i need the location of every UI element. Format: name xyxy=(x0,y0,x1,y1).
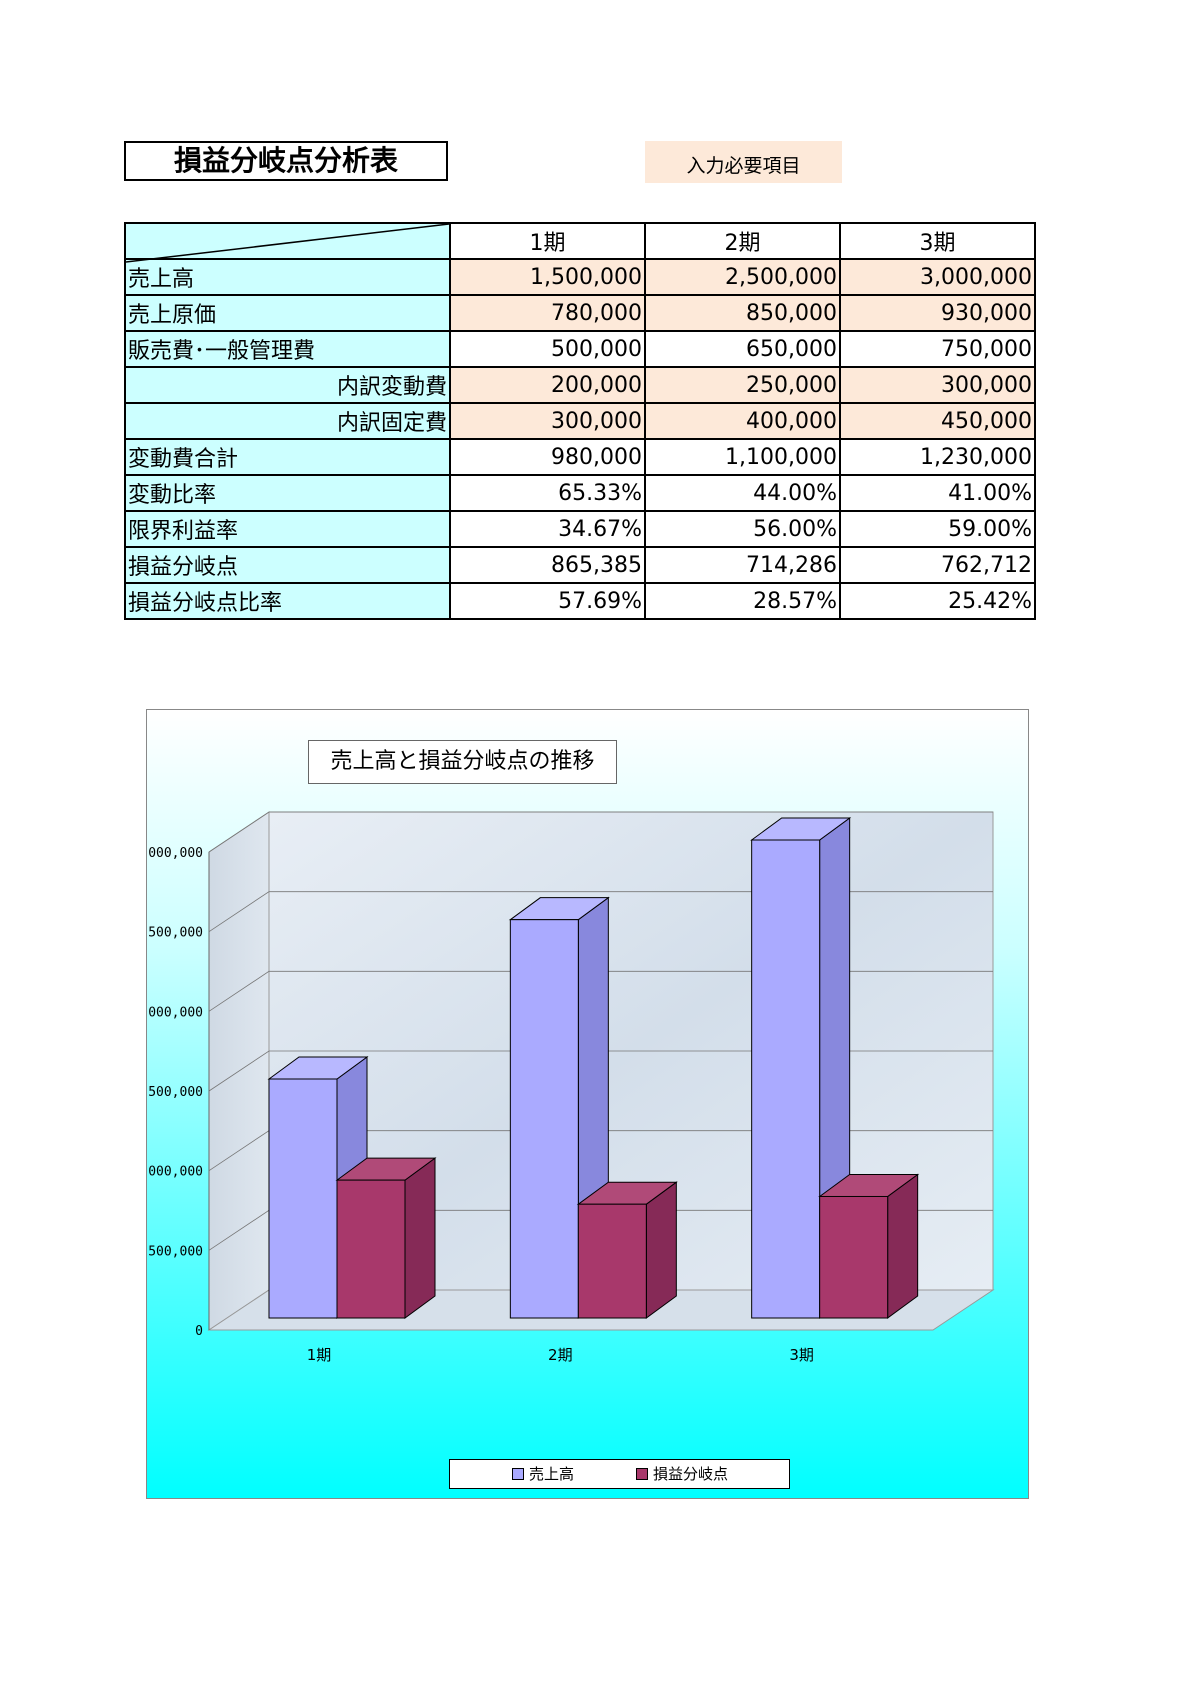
chart-title: 売上高と損益分岐点の推移 xyxy=(308,740,617,784)
row-label: 内訳固定費 xyxy=(124,402,451,440)
bar xyxy=(819,1195,889,1319)
y-tick-label: 1,000,000 xyxy=(147,1165,203,1180)
column-header: 3期 xyxy=(839,222,1036,260)
value-cell: 41.00% xyxy=(839,474,1036,512)
bar-side xyxy=(404,1157,436,1319)
value-cell: 34.67% xyxy=(449,510,646,548)
page-title: 損益分岐点分析表 xyxy=(124,141,448,181)
row-label: 変動費合計 xyxy=(124,438,451,476)
value-cell[interactable]: 450,000 xyxy=(839,402,1036,440)
header-corner-cell xyxy=(124,222,451,263)
y-tick-label: 0 xyxy=(195,1324,203,1339)
x-tick-label: 1期 xyxy=(307,1346,332,1364)
bar xyxy=(577,1203,647,1319)
chart-legend: 売上高 損益分岐点 xyxy=(449,1459,790,1489)
value-cell[interactable]: 780,000 xyxy=(449,294,646,332)
value-cell[interactable]: 3,000,000 xyxy=(839,258,1036,296)
legend-swatch xyxy=(636,1468,648,1480)
bar xyxy=(509,919,579,1319)
table-row: 売上高 1,500,000 2,500,000 3,000,000 xyxy=(124,258,1036,296)
value-cell[interactable]: 400,000 xyxy=(644,402,841,440)
x-tick-label: 3期 xyxy=(789,1346,814,1364)
bar xyxy=(751,839,821,1319)
value-cell: 25.42% xyxy=(839,582,1036,620)
column-header: 2期 xyxy=(644,222,841,260)
value-cell[interactable]: 300,000 xyxy=(839,366,1036,404)
bar-side xyxy=(887,1173,919,1319)
table-row: 損益分岐点比率 57.69% 28.57% 25.42% xyxy=(124,582,1036,620)
table-row: 内訳変動費 200,000 250,000 300,000 xyxy=(124,366,1036,404)
legend-label: 売上高 xyxy=(529,1465,575,1483)
value-cell[interactable]: 300,000 xyxy=(449,402,646,440)
table-row: 販売費･一般管理費 500,000 650,000 750,000 xyxy=(124,330,1036,368)
table-row: 内訳固定費 300,000 400,000 450,000 xyxy=(124,402,1036,440)
value-cell: 56.00% xyxy=(644,510,841,548)
table-row: 限界利益率 34.67% 56.00% 59.00% xyxy=(124,510,1036,548)
legend-swatch xyxy=(512,1468,524,1480)
value-cell: 750,000 xyxy=(839,330,1036,368)
value-cell: 865,385 xyxy=(449,546,646,584)
value-cell: 44.00% xyxy=(644,474,841,512)
table-header-row: 1期 2期 3期 xyxy=(124,222,1036,263)
value-cell[interactable]: 2,500,000 xyxy=(644,258,841,296)
legend-label: 損益分岐点 xyxy=(653,1465,729,1483)
value-cell: 980,000 xyxy=(449,438,646,476)
value-cell: 650,000 xyxy=(644,330,841,368)
row-label: 販売費･一般管理費 xyxy=(124,330,451,368)
y-tick-label: 2,000,000 xyxy=(147,1005,203,1020)
y-tick-label: 1,500,000 xyxy=(147,1085,203,1100)
value-cell[interactable]: 1,500,000 xyxy=(449,258,646,296)
bar-side xyxy=(645,1181,677,1319)
bar xyxy=(336,1179,406,1319)
value-cell: 57.69% xyxy=(449,582,646,620)
value-cell: 762,712 xyxy=(839,546,1036,584)
value-cell[interactable]: 850,000 xyxy=(644,294,841,332)
legend-item: 売上高 xyxy=(512,1460,574,1488)
input-required-note: 入力必要項目 xyxy=(645,141,842,183)
row-label: 内訳変動費 xyxy=(124,366,451,404)
value-cell: 1,230,000 xyxy=(839,438,1036,476)
bar xyxy=(268,1078,338,1319)
chart-frame: 0 500,000 1,000,000 1,500,000 2,000,000 2,500… xyxy=(146,709,1029,1499)
value-cell: 500,000 xyxy=(449,330,646,368)
value-cell[interactable]: 930,000 xyxy=(839,294,1036,332)
row-label: 損益分岐点 xyxy=(124,546,451,584)
value-cell[interactable]: 250,000 xyxy=(644,366,841,404)
row-label: 売上原価 xyxy=(124,294,451,332)
y-tick-label: 3,000,000 xyxy=(147,846,203,861)
legend-item: 損益分岐点 xyxy=(636,1460,728,1488)
row-label: 売上高 xyxy=(124,258,451,296)
value-cell: 28.57% xyxy=(644,582,841,620)
table-row: 売上原価 780,000 850,000 930,000 xyxy=(124,294,1036,332)
table-row: 損益分岐点 865,385 714,286 762,712 xyxy=(124,546,1036,584)
bar-chart: 0 500,000 1,000,000 1,500,000 2,000,000 2,500… xyxy=(147,811,995,1364)
y-tick-label: 2,500,000 xyxy=(147,926,203,941)
table-row: 変動比率 65.33% 44.00% 41.00% xyxy=(124,474,1036,512)
value-cell[interactable]: 200,000 xyxy=(449,366,646,404)
row-label: 限界利益率 xyxy=(124,510,451,548)
breakeven-table: 1期 2期 3期 売上高 1,500,000 2,500,000 3,000,000 売上原価… xyxy=(124,222,1036,620)
y-tick-label: 500,000 xyxy=(148,1244,203,1259)
value-cell: 714,286 xyxy=(644,546,841,584)
value-cell: 1,100,000 xyxy=(644,438,841,476)
column-header: 1期 xyxy=(449,222,646,260)
value-cell: 59.00% xyxy=(839,510,1036,548)
row-label: 損益分岐点比率 xyxy=(124,582,451,620)
row-label: 変動比率 xyxy=(124,474,451,512)
x-tick-label: 2期 xyxy=(548,1346,573,1364)
gridline xyxy=(208,811,993,853)
table-row: 変動費合計 980,000 1,100,000 1,230,000 xyxy=(124,438,1036,476)
value-cell: 65.33% xyxy=(449,474,646,512)
